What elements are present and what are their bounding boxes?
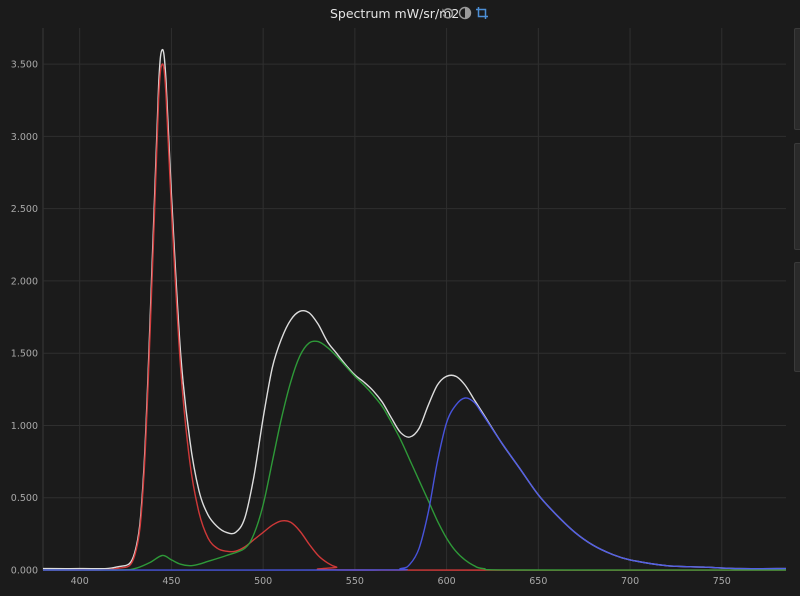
- contrast-icon[interactable]: [458, 6, 472, 20]
- reset-icon[interactable]: [441, 6, 455, 20]
- y-tick-label: 3.500: [11, 60, 38, 71]
- x-tick-label: 500: [254, 576, 272, 587]
- series-group: [42, 48, 787, 571]
- green-channel-line: [42, 340, 787, 571]
- x-tick-label: 400: [71, 576, 89, 587]
- blue-channel-line: [42, 397, 787, 571]
- side-panel-tab[interactable]: [794, 262, 800, 372]
- x-tick-label: 650: [529, 576, 547, 587]
- x-tick-label: 750: [713, 576, 731, 587]
- crop-icon[interactable]: [475, 6, 489, 20]
- x-axis: 400 450 500 550 600 650 700 750: [71, 576, 731, 587]
- y-tick-label: 2.000: [11, 276, 38, 287]
- side-panel-tab[interactable]: [794, 28, 800, 130]
- x-tick-label: 550: [346, 576, 364, 587]
- total-spectrum-line: [42, 48, 787, 570]
- red-channel-line: [42, 63, 787, 571]
- x-tick-label: 600: [438, 576, 456, 587]
- grid: [42, 28, 786, 571]
- y-tick-label: 0.000: [11, 566, 38, 577]
- y-tick-label: 2.500: [11, 204, 38, 215]
- y-tick-label: 0.500: [11, 493, 38, 504]
- y-tick-label: 3.000: [11, 132, 38, 143]
- x-tick-label: 450: [162, 576, 180, 587]
- x-tick-label: 700: [621, 576, 639, 587]
- chart-header: Spectrum mW/sr/m2: [0, 0, 800, 28]
- side-panel-tab[interactable]: [794, 143, 800, 250]
- y-tick-label: 1.000: [11, 421, 38, 432]
- y-tick-label: 1.500: [11, 349, 38, 360]
- y-axis: 0.000 0.500 1.000 1.500 2.000 2.500 3.000 3.500: [11, 60, 38, 577]
- chart-title: Spectrum mW/sr/m2: [330, 6, 460, 21]
